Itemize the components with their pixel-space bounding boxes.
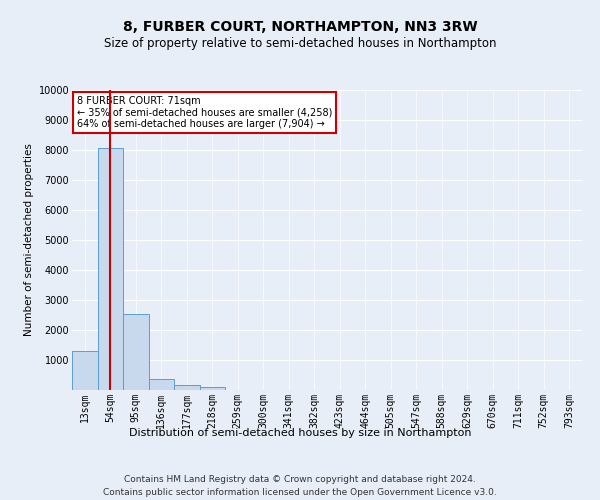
- Bar: [123, 314, 149, 390]
- Bar: [174, 386, 199, 390]
- Text: 8 FURBER COURT: 71sqm
← 35% of semi-detached houses are smaller (4,258)
64% of s: 8 FURBER COURT: 71sqm ← 35% of semi-deta…: [77, 96, 332, 129]
- Text: Distribution of semi-detached houses by size in Northampton: Distribution of semi-detached houses by …: [129, 428, 471, 438]
- Text: 8, FURBER COURT, NORTHAMPTON, NN3 3RW: 8, FURBER COURT, NORTHAMPTON, NN3 3RW: [122, 20, 478, 34]
- Text: Contains HM Land Registry data © Crown copyright and database right 2024.: Contains HM Land Registry data © Crown c…: [124, 476, 476, 484]
- Bar: [149, 378, 174, 390]
- Bar: [97, 148, 123, 390]
- Bar: [199, 387, 225, 390]
- Y-axis label: Number of semi-detached properties: Number of semi-detached properties: [25, 144, 34, 336]
- Text: Contains public sector information licensed under the Open Government Licence v3: Contains public sector information licen…: [103, 488, 497, 497]
- Text: Size of property relative to semi-detached houses in Northampton: Size of property relative to semi-detach…: [104, 38, 496, 51]
- Bar: [72, 351, 97, 390]
